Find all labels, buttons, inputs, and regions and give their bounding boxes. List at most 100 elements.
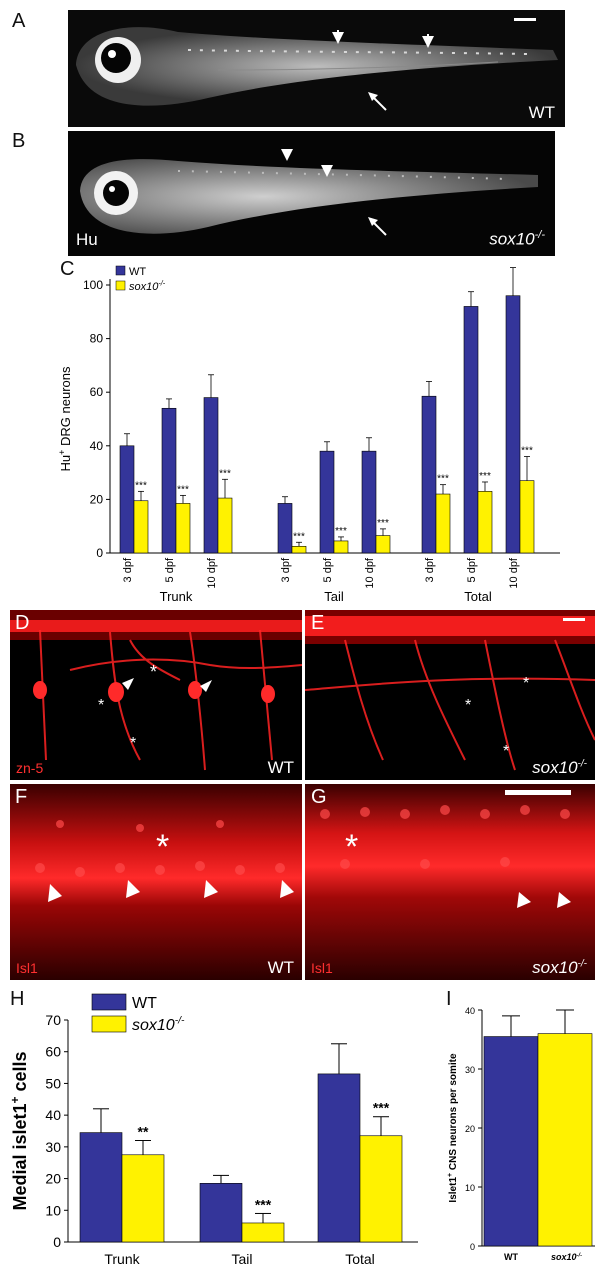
panel-a-micrograph: A WT: [68, 10, 565, 127]
y-tick-label: 20: [465, 1124, 475, 1134]
genotype-label-b: sox10-/-: [489, 229, 545, 250]
y-tick-label: 50: [45, 1075, 61, 1091]
bar-sox10-/-: [477, 491, 493, 554]
x-tick-label: sox10-/-: [551, 1252, 582, 1262]
group-label: Tail: [324, 589, 344, 604]
x-tick-label: Tail: [231, 1251, 252, 1267]
x-tick-label: 3 dpf: [280, 557, 292, 582]
genotype-sup-g: -/-: [577, 958, 587, 970]
y-axis-label: Hu+ DRG neurons: [57, 366, 73, 471]
bar-sox10-/-: [333, 540, 349, 554]
panel-label-f: F: [15, 786, 28, 808]
significance-marker: ***: [219, 468, 231, 479]
x-tick-label: 3 dpf: [122, 557, 134, 582]
zn5-mutant-image: * * *: [305, 610, 595, 771]
legend-label-mutant: sox10-/-: [129, 280, 166, 293]
significance-marker: ***: [479, 471, 491, 482]
panel-f-micrograph: * Isl1 WT F: [10, 784, 302, 980]
bar-WT: [203, 397, 219, 554]
bar-sox10-/-: [435, 493, 451, 554]
svg-text:*: *: [150, 662, 157, 682]
legend-swatch-mutant: [115, 280, 126, 291]
bar-WT: [421, 395, 437, 554]
genotype-text-b: sox10: [489, 230, 535, 249]
svg-text:*: *: [345, 828, 358, 866]
stain-label-d: zn-5: [16, 760, 44, 776]
bar-sox10-/-: [359, 1135, 403, 1243]
mutant-larva-image: [80, 149, 538, 236]
y-tick-label: 10: [465, 1183, 475, 1193]
x-tick-label: 3 dpf: [424, 557, 436, 582]
bar-sox10-/-: [375, 535, 391, 554]
genotype-label-g: sox10-/-: [532, 958, 587, 978]
y-tick-label: 40: [45, 1107, 61, 1123]
bar-sox10-/-: [121, 1154, 165, 1243]
panel-label-a: A: [12, 10, 26, 32]
genotype-label-e: sox10-/-: [532, 758, 587, 778]
group-label: Trunk: [160, 589, 193, 604]
legend-label-wt: WT: [129, 266, 146, 278]
svg-text:*: *: [130, 735, 136, 752]
y-tick-label: 80: [90, 332, 104, 346]
stain-label-b: Hu: [76, 230, 98, 249]
group-label: Total: [464, 589, 492, 604]
significance-marker: ***: [373, 1100, 390, 1116]
svg-text:*: *: [503, 743, 509, 760]
svg-text:*: *: [98, 697, 104, 714]
y-tick-label: 70: [45, 1012, 61, 1028]
legend-label-mutant: sox10-/-: [132, 1016, 185, 1034]
y-tick-label: 20: [45, 1171, 61, 1187]
panel-label-c: C: [60, 258, 75, 280]
significance-marker: ***: [437, 474, 449, 485]
significance-marker: ***: [135, 480, 147, 491]
svg-text:*: *: [523, 675, 529, 692]
panel-label-e: E: [311, 612, 325, 634]
y-tick-label: 40: [465, 1006, 475, 1016]
panel-label-b: B: [12, 130, 26, 152]
y-tick-label: 0: [96, 546, 103, 560]
genotype-sup-b: -/-: [534, 229, 545, 242]
genotype-text-e: sox10: [532, 758, 578, 777]
significance-marker: ***: [293, 531, 305, 542]
x-tick-label: 10 dpf: [508, 557, 520, 589]
x-tick-label: WT: [504, 1252, 518, 1262]
y-tick-label: 60: [90, 385, 104, 399]
legend-swatch-wt: [91, 993, 127, 1011]
x-tick-label: Total: [345, 1251, 375, 1267]
genotype-label-f: WT: [267, 958, 294, 977]
x-tick-label: 10 dpf: [206, 557, 218, 589]
panel-label-d: D: [15, 612, 30, 634]
genotype-label-a: WT: [528, 103, 555, 122]
x-tick-label: 5 dpf: [322, 557, 334, 582]
panel-g-micrograph: * Isl1 sox10-/- G: [305, 784, 595, 980]
genotype-text-g: sox10: [532, 958, 578, 977]
y-tick-label: 0: [53, 1234, 61, 1250]
bar-sox10-/-: [241, 1222, 285, 1243]
bar-sox10-/-: [519, 480, 535, 554]
bar-WT: [319, 450, 335, 554]
bar-WT: [317, 1073, 361, 1243]
panel-label-i: I: [446, 988, 452, 1010]
chart-i-cns-neurons-bar-chart: 0 10 20 30 40 Islet1+ CNS neurons per somite W…: [447, 1006, 595, 1262]
bar-WT: [361, 450, 377, 554]
significance-marker: ***: [521, 446, 533, 457]
panel-label-g: G: [311, 786, 327, 808]
genotype-label-d: WT: [267, 758, 294, 777]
y-tick-label: 0: [470, 1242, 475, 1252]
bar-WT: [161, 407, 177, 554]
isl1-wt-image: *: [10, 784, 302, 980]
wt-larva-image: [76, 18, 558, 111]
panel-label-h: H: [10, 988, 25, 1010]
significance-marker: ***: [377, 518, 389, 529]
bar-WT: [463, 306, 479, 554]
y-tick-label: 20: [90, 492, 104, 506]
y-tick-label: 100: [83, 278, 103, 292]
chart-h-medial-islet-bar-chart: 0 10 20 30 40 50 60 70 Medial islet1+ cells ** Tru…: [8, 993, 418, 1267]
panel-d-micrograph: * * * zn-5 WT D: [10, 610, 302, 780]
y-tick-label: 60: [45, 1044, 61, 1060]
bar-sox10-/-: [175, 503, 191, 554]
panel-e-micrograph: * * * sox10-/- E: [305, 610, 595, 780]
stain-label-f: Isl1: [16, 960, 38, 976]
bar-WT: [277, 503, 293, 554]
legend-label-wt: WT: [132, 995, 157, 1012]
